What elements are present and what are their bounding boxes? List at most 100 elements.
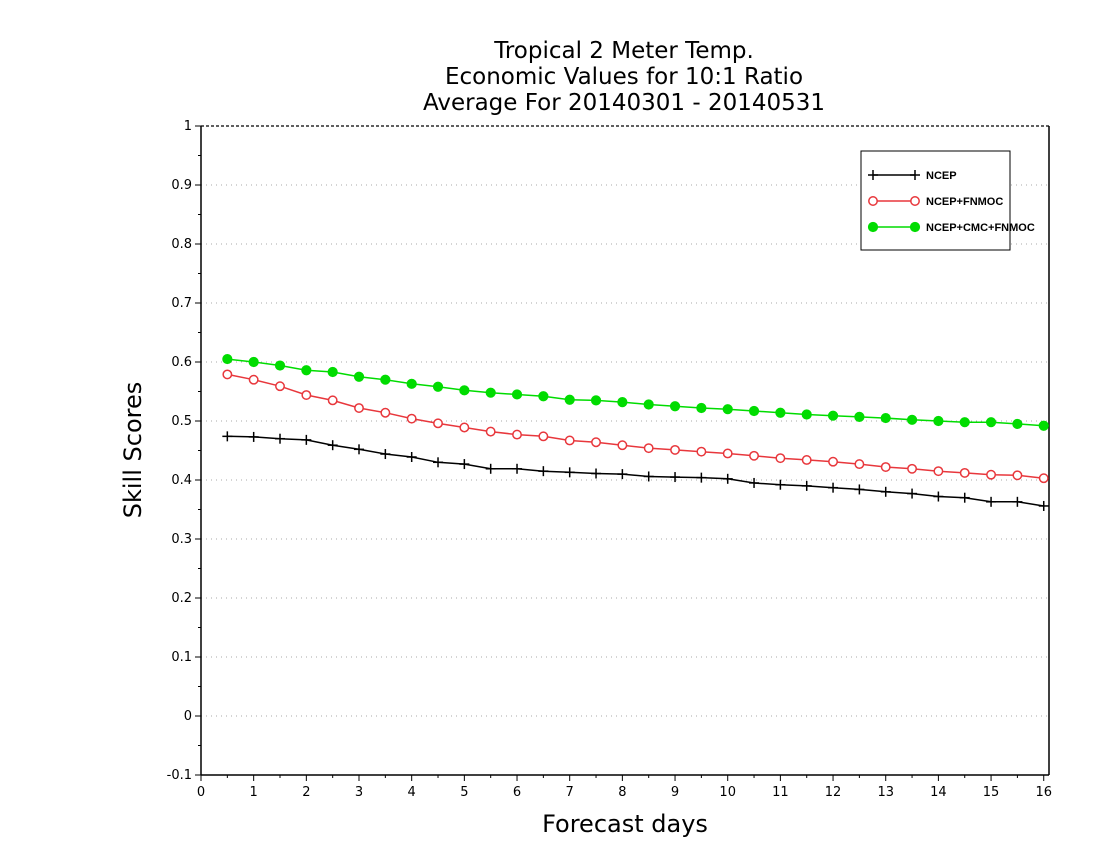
title-line-1: Tropical 2 Meter Temp.	[493, 38, 754, 64]
y-tick-label: 1	[184, 119, 192, 134]
legend-marker	[910, 196, 920, 206]
y-tick-label: 0.2	[171, 591, 192, 606]
data-point	[222, 353, 233, 365]
series-ncep-cmc-fnmoc	[222, 353, 1049, 431]
x-tick-label: 10	[719, 785, 736, 800]
data-point	[564, 394, 575, 405]
data-point	[643, 399, 654, 410]
data-point	[854, 484, 865, 495]
data-point	[722, 404, 733, 415]
data-point	[880, 462, 891, 472]
data-point	[564, 435, 575, 446]
axes: -0.100.10.20.30.40.50.60.70.80.910 1 2 3 4 5 6…	[167, 119, 1052, 800]
data-point	[1012, 496, 1023, 507]
grid	[201, 184, 1049, 717]
data-point	[775, 407, 786, 418]
series-ncep-fnmoc	[222, 369, 1049, 484]
x-tick-label: 13	[877, 785, 894, 800]
data-point	[354, 444, 365, 455]
data-point	[354, 403, 364, 413]
data-point	[222, 431, 233, 442]
data-point	[538, 431, 549, 442]
data-point	[301, 434, 312, 445]
legend-entry: NCEP+FNMOC	[868, 196, 1003, 208]
data-point	[485, 387, 496, 398]
data-point	[1038, 500, 1049, 511]
data-point	[696, 472, 707, 483]
y-axis-title: Skill Scores	[119, 382, 147, 519]
data-point	[749, 450, 759, 461]
x-tick-label: 12	[825, 785, 842, 800]
y-tick-label: 0.7	[171, 296, 192, 311]
data-point	[696, 446, 707, 457]
x-tick-label: 15	[983, 785, 1000, 800]
data-point	[274, 360, 286, 371]
data-point	[1038, 420, 1049, 431]
data-point	[590, 395, 602, 406]
x-tick-label: 6	[513, 785, 521, 800]
x-tick-label: 3	[355, 785, 363, 800]
data-point	[275, 381, 285, 392]
data-point	[670, 444, 680, 455]
data-point	[643, 443, 654, 454]
data-point	[301, 365, 312, 376]
x-tick-label: 2	[302, 785, 310, 800]
y-tick-label: 0.1	[171, 650, 192, 665]
data-point	[380, 407, 391, 418]
y-tick-label: 0	[184, 709, 192, 724]
series-line	[227, 373, 1044, 479]
data-point	[433, 418, 443, 429]
data-point	[880, 412, 891, 424]
data-point	[801, 454, 812, 465]
data-point	[985, 417, 997, 428]
data-point	[933, 491, 944, 502]
x-tick-label: 5	[460, 785, 468, 800]
x-tick-label: 7	[566, 785, 574, 800]
data-point	[643, 471, 654, 482]
data-point	[512, 463, 523, 474]
data-point	[406, 451, 417, 462]
x-tick-label: 16	[1035, 785, 1052, 800]
y-tick-label: -0.1	[167, 768, 192, 783]
data-point	[248, 431, 259, 442]
data-point	[459, 385, 470, 396]
data-point	[801, 480, 812, 491]
series-ncep	[222, 431, 1049, 511]
data-point	[406, 413, 417, 424]
title-line-2: Economic Values for 10:1 Ratio	[445, 64, 803, 90]
data-point	[775, 453, 786, 464]
data-point	[248, 374, 259, 385]
legend: NCEP NCEP+FNMOC NCEP+CMC+FNMOC	[860, 150, 1035, 251]
y-tick-label: 0.4	[171, 473, 192, 488]
data-point	[959, 492, 970, 503]
legend-label: NCEP+CMC+FNMOC	[926, 222, 1035, 234]
data-point	[275, 433, 286, 444]
x-tick-label: 14	[930, 785, 947, 800]
data-point	[907, 463, 918, 474]
data-point	[670, 472, 681, 483]
data-point	[722, 473, 733, 484]
legend-entry: NCEP	[868, 170, 957, 182]
data-point	[538, 466, 549, 477]
data-point	[828, 482, 839, 493]
data-point	[854, 459, 865, 470]
y-tick-label: 0.5	[171, 414, 192, 429]
data-point	[485, 463, 496, 474]
data-point	[433, 457, 444, 468]
data-point	[327, 366, 338, 378]
y-tick-label: 0.3	[171, 532, 192, 547]
data-point	[248, 356, 259, 368]
data-point	[222, 369, 233, 380]
y-tick-label: 0.6	[171, 355, 192, 370]
legend-marker	[868, 170, 878, 180]
data-point	[459, 422, 470, 433]
y-tick-label: 0.8	[171, 237, 192, 252]
data-point	[617, 469, 628, 480]
data-point	[933, 466, 944, 477]
data-point	[906, 414, 918, 425]
data-point	[564, 467, 575, 478]
data-point	[512, 429, 522, 440]
data-point	[748, 405, 760, 417]
x-tick-label: 4	[408, 785, 416, 800]
